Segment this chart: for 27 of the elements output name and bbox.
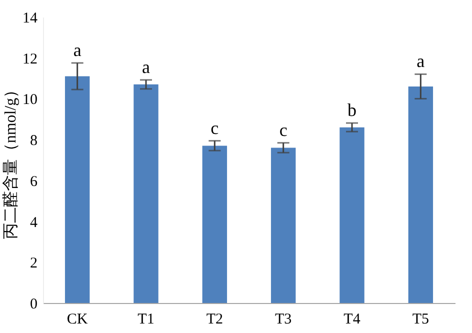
bar (270, 148, 296, 303)
bar (408, 86, 434, 303)
y-tick-label: 4 (30, 214, 38, 231)
x-tick-label: T3 (274, 312, 292, 328)
bar (202, 146, 228, 303)
annotation: a (73, 40, 82, 60)
x-tick-label: T2 (206, 312, 224, 328)
y-tick-label: 14 (22, 10, 38, 26)
x-tick-label: T1 (138, 312, 154, 328)
annotation: a (416, 51, 425, 72)
bar (64, 76, 90, 303)
y-axis-title: 丙二醛含量（nmol/g） (2, 82, 20, 240)
annotation: b (348, 100, 356, 120)
x-tick-label: T5 (412, 312, 430, 328)
annotation: c (210, 118, 219, 138)
y-tick-label: 10 (22, 92, 38, 108)
y-tick-label: 8 (30, 133, 38, 150)
x-tick-label: T4 (344, 312, 361, 328)
y-tick-label: 2 (30, 256, 38, 272)
annotation: a (142, 56, 150, 77)
bar (340, 127, 364, 303)
y-tick-label: 6 (30, 174, 38, 190)
y-tick-label: 0 (30, 296, 38, 312)
y-tick-label: 12 (22, 51, 38, 68)
annotation: c (279, 120, 288, 140)
x-tick-label: CK (66, 312, 88, 328)
bar (134, 84, 158, 303)
